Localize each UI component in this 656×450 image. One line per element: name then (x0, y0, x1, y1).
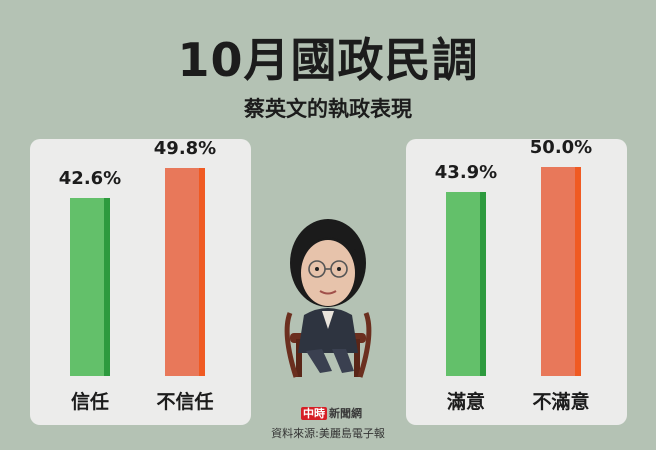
chart-subtitle: 蔡英文的執政表現 (244, 97, 412, 121)
chart-title: 10月國政民調 (177, 33, 479, 87)
value-label-satisfied: 43.9% (434, 162, 498, 183)
president-portrait-illustration (284, 219, 372, 378)
category-label-satisfied: 滿意 (446, 391, 485, 413)
category-label-dissatisfied: 不滿意 (532, 391, 590, 413)
chinatimes-logo: 中時 新聞網 (301, 405, 362, 421)
value-label-distrust: 49.8% (153, 138, 217, 159)
bar-shade (575, 167, 581, 376)
logo-mark: 中時 (301, 407, 327, 420)
bar-shade (480, 192, 486, 376)
bar-trust (70, 198, 110, 376)
trust-chart-panel: 42.6% 信任 49.8% 不信任 (30, 138, 251, 425)
bar-shade (104, 198, 110, 376)
value-label-dissatisfied: 50.0% (529, 137, 593, 158)
value-label-trust: 42.6% (58, 168, 122, 189)
logo-name: 新聞網 (329, 407, 362, 420)
bar-shade (199, 168, 205, 376)
category-label-distrust: 不信任 (156, 391, 214, 413)
satisfaction-chart-panel: 43.9% 滿意 50.0% 不滿意 (406, 137, 627, 425)
source-note: 資料來源:美麗島電子報 (271, 427, 385, 440)
bar-distrust (165, 168, 205, 376)
bar-satisfied (446, 192, 486, 376)
bar-dissatisfied (541, 167, 581, 376)
category-label-trust: 信任 (70, 391, 109, 413)
